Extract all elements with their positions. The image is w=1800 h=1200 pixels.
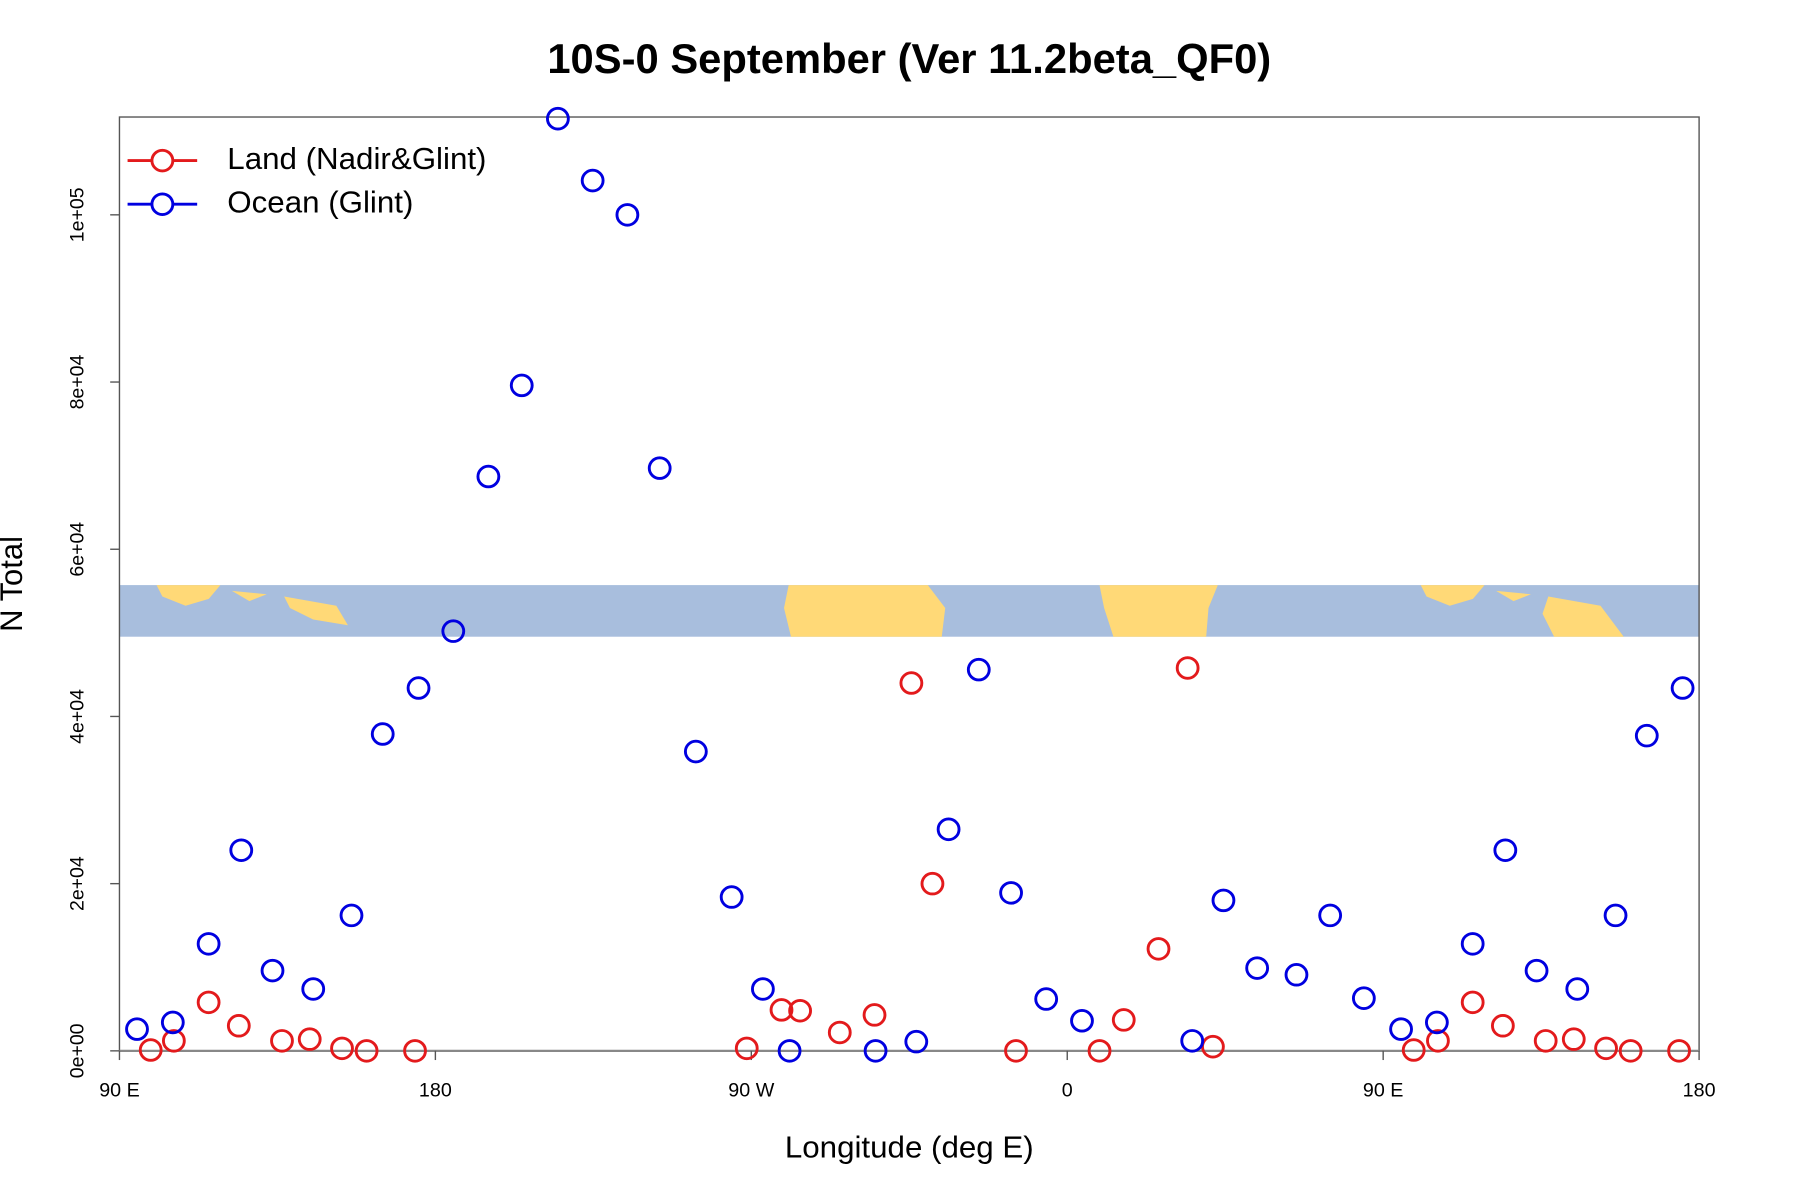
point (270, 1029, 294, 1053)
y-tick-label: 8e+04 (66, 355, 88, 410)
point (160, 1010, 185, 1035)
point (1318, 903, 1343, 928)
point (229, 838, 254, 862)
point (1034, 987, 1059, 1011)
point (509, 373, 534, 398)
point (999, 881, 1023, 905)
point (1634, 723, 1659, 748)
point (683, 739, 708, 764)
point (476, 464, 501, 489)
point (1670, 676, 1695, 700)
point (138, 1038, 163, 1062)
point (1561, 1027, 1586, 1051)
map-strip (119, 585, 1700, 637)
legend-marker (150, 148, 175, 173)
point (788, 998, 812, 1023)
point (936, 817, 961, 842)
point (403, 1039, 427, 1063)
point (615, 203, 640, 227)
point (1111, 1008, 1136, 1032)
point (330, 1036, 354, 1061)
point (196, 990, 221, 1015)
point (297, 1027, 322, 1051)
x-tick-label: 0 (1062, 1080, 1073, 1102)
point (1180, 1029, 1205, 1053)
legend-label: Ocean (Glint) (227, 185, 413, 220)
point (546, 106, 570, 131)
point (260, 958, 285, 983)
point (920, 871, 945, 896)
point (1087, 1039, 1112, 1063)
point (161, 1029, 186, 1053)
point (1565, 977, 1590, 1001)
point (125, 1017, 149, 1041)
point (1490, 1014, 1515, 1038)
x-tick-label: 180 (419, 1080, 452, 1102)
point (406, 676, 431, 700)
point (1424, 1010, 1449, 1035)
point (647, 456, 672, 480)
point (1245, 956, 1270, 980)
point (734, 1036, 759, 1061)
point (904, 1029, 929, 1054)
point (370, 722, 395, 746)
x-axis-label: Longitude (deg E) (785, 1130, 1034, 1165)
point (1175, 656, 1200, 680)
chart-title: 10S-0 September (Ver 11.2beta_QF0) (547, 35, 1271, 82)
y-tick-label: 4e+04 (66, 689, 88, 744)
point (1533, 1029, 1558, 1053)
x-tick-label: 90 W (728, 1080, 774, 1102)
point (769, 998, 794, 1022)
point (1667, 1039, 1691, 1063)
point (863, 1039, 888, 1063)
x-tick-label: 90 E (1363, 1080, 1404, 1102)
legend-marker (150, 192, 175, 216)
point (862, 1003, 887, 1027)
point (1603, 903, 1628, 928)
point (580, 168, 605, 193)
x-tick-label: 90 E (99, 1080, 140, 1102)
plot-frame (118, 116, 1700, 1052)
point (226, 1014, 251, 1038)
point (1594, 1036, 1618, 1061)
point (827, 1020, 852, 1045)
point (1004, 1039, 1028, 1063)
point (354, 1039, 379, 1063)
y-axis-label: N Total (0, 536, 29, 632)
y-tick-label: 0e+00 (66, 1023, 88, 1078)
point (777, 1039, 802, 1063)
point (196, 932, 221, 956)
point (1524, 958, 1549, 983)
point (1351, 986, 1376, 1010)
point (1460, 932, 1485, 956)
point (1389, 1017, 1413, 1041)
x-tick-label: 180 (1683, 1080, 1716, 1102)
point (1493, 838, 1518, 862)
y-tick-label: 2e+04 (66, 856, 88, 911)
legend-label: Land (Nadir&Glint) (227, 141, 486, 176)
point (1201, 1034, 1225, 1059)
point (441, 619, 466, 643)
point (1070, 1009, 1094, 1033)
y-tick-label: 6e+04 (66, 522, 88, 577)
point (339, 903, 364, 928)
point (899, 671, 924, 695)
point (1460, 990, 1485, 1015)
point (1211, 888, 1236, 913)
point (301, 977, 326, 1001)
point (719, 885, 744, 909)
point (1146, 937, 1171, 961)
point (1618, 1039, 1643, 1063)
y-tick-label: 1e+05 (66, 187, 88, 242)
point (751, 977, 775, 1001)
point (1401, 1038, 1426, 1062)
point (966, 657, 991, 682)
point (1426, 1029, 1450, 1053)
point (1284, 963, 1309, 987)
